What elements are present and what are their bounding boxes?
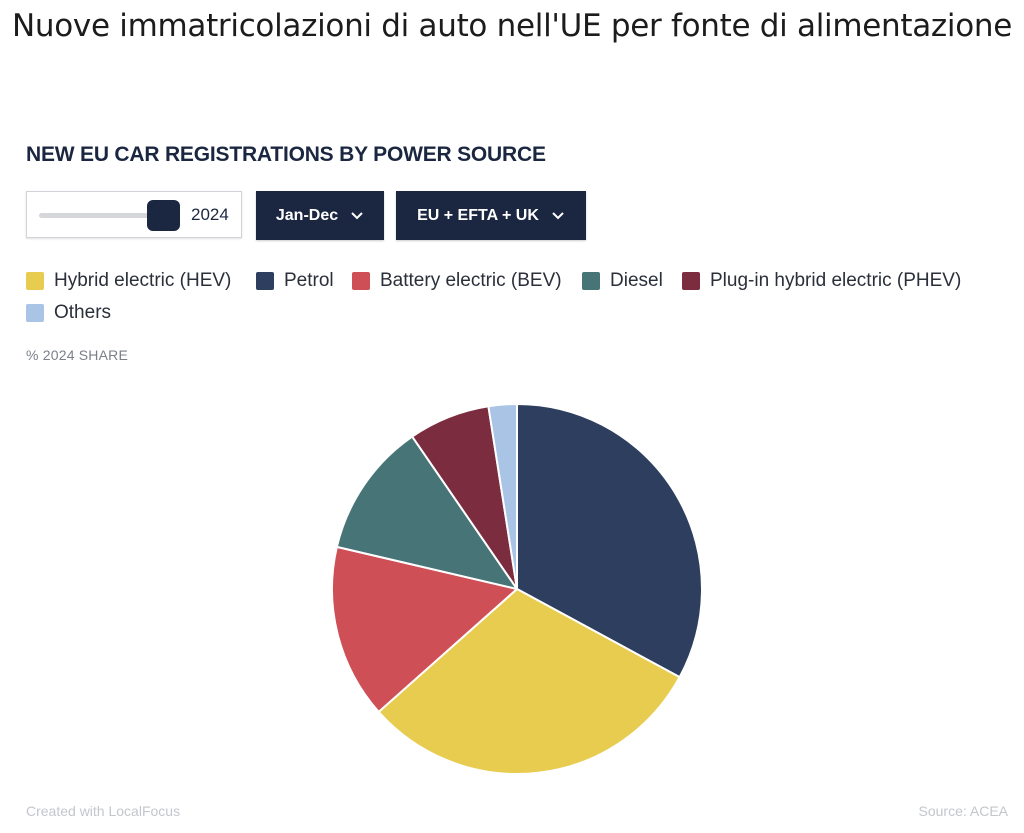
pie-chart — [331, 402, 703, 776]
pie-slice-others[interactable] — [487, 402, 518, 590]
slider-year-value: 2024 — [191, 205, 229, 224]
legend-swatch — [352, 272, 370, 290]
source-text: Source: ACEA — [918, 803, 1009, 819]
legend-label: Hybrid electric (HEV) — [54, 270, 232, 291]
chart-title: NEW EU CAR REGISTRATIONS BY POWER SOURCE — [26, 143, 546, 166]
legend-label: Battery electric (BEV) — [380, 270, 562, 291]
legend-swatch — [582, 272, 600, 290]
region-dropdown[interactable]: EU + EFTA + UK — [396, 191, 586, 240]
page-title: Nuove immatricolazioni di auto nell'UE p… — [12, 8, 1013, 44]
legend-swatch — [26, 304, 44, 322]
region-dropdown-label: EU + EFTA + UK — [417, 206, 539, 224]
legend-swatch — [256, 272, 274, 290]
legend-label: Petrol — [284, 270, 334, 291]
legend-label: Others — [54, 302, 112, 323]
legend-label: Plug-in hybrid electric (PHEV) — [710, 270, 962, 291]
year-slider[interactable]: 2024 — [26, 191, 242, 238]
legend-item-others[interactable]: Others — [26, 300, 111, 326]
period-dropdown-label: Jan-Dec — [275, 206, 339, 224]
legend-item-bev[interactable]: Battery electric (BEV) — [352, 268, 562, 294]
pie-slice-petrol[interactable] — [516, 403, 703, 679]
slider-handle[interactable] — [147, 200, 180, 231]
pie-slice-diesel[interactable] — [335, 435, 518, 590]
chevron-down-icon — [351, 211, 363, 219]
legend-label: Diesel — [610, 270, 663, 291]
legend-item-petrol[interactable]: Petrol — [256, 268, 334, 294]
share-label: % 2024 SHARE — [26, 347, 129, 363]
legend-item-phev[interactable]: Plug-in hybrid electric (PHEV) — [682, 268, 961, 294]
pie-slice-hybrid-electric-hev[interactable] — [377, 588, 681, 776]
pie-slice-battery-electric-bev[interactable] — [331, 545, 518, 713]
credit-text: Created with LocalFocus — [26, 803, 181, 819]
chevron-down-icon — [552, 211, 564, 219]
legend-item-diesel[interactable]: Diesel — [582, 268, 663, 294]
legend-swatch — [26, 272, 44, 290]
slider-track[interactable] — [39, 213, 167, 218]
period-dropdown[interactable]: Jan-Dec — [256, 191, 384, 240]
legend-item-hev[interactable]: Hybrid electric (HEV) — [26, 268, 231, 294]
legend-swatch — [682, 272, 700, 290]
